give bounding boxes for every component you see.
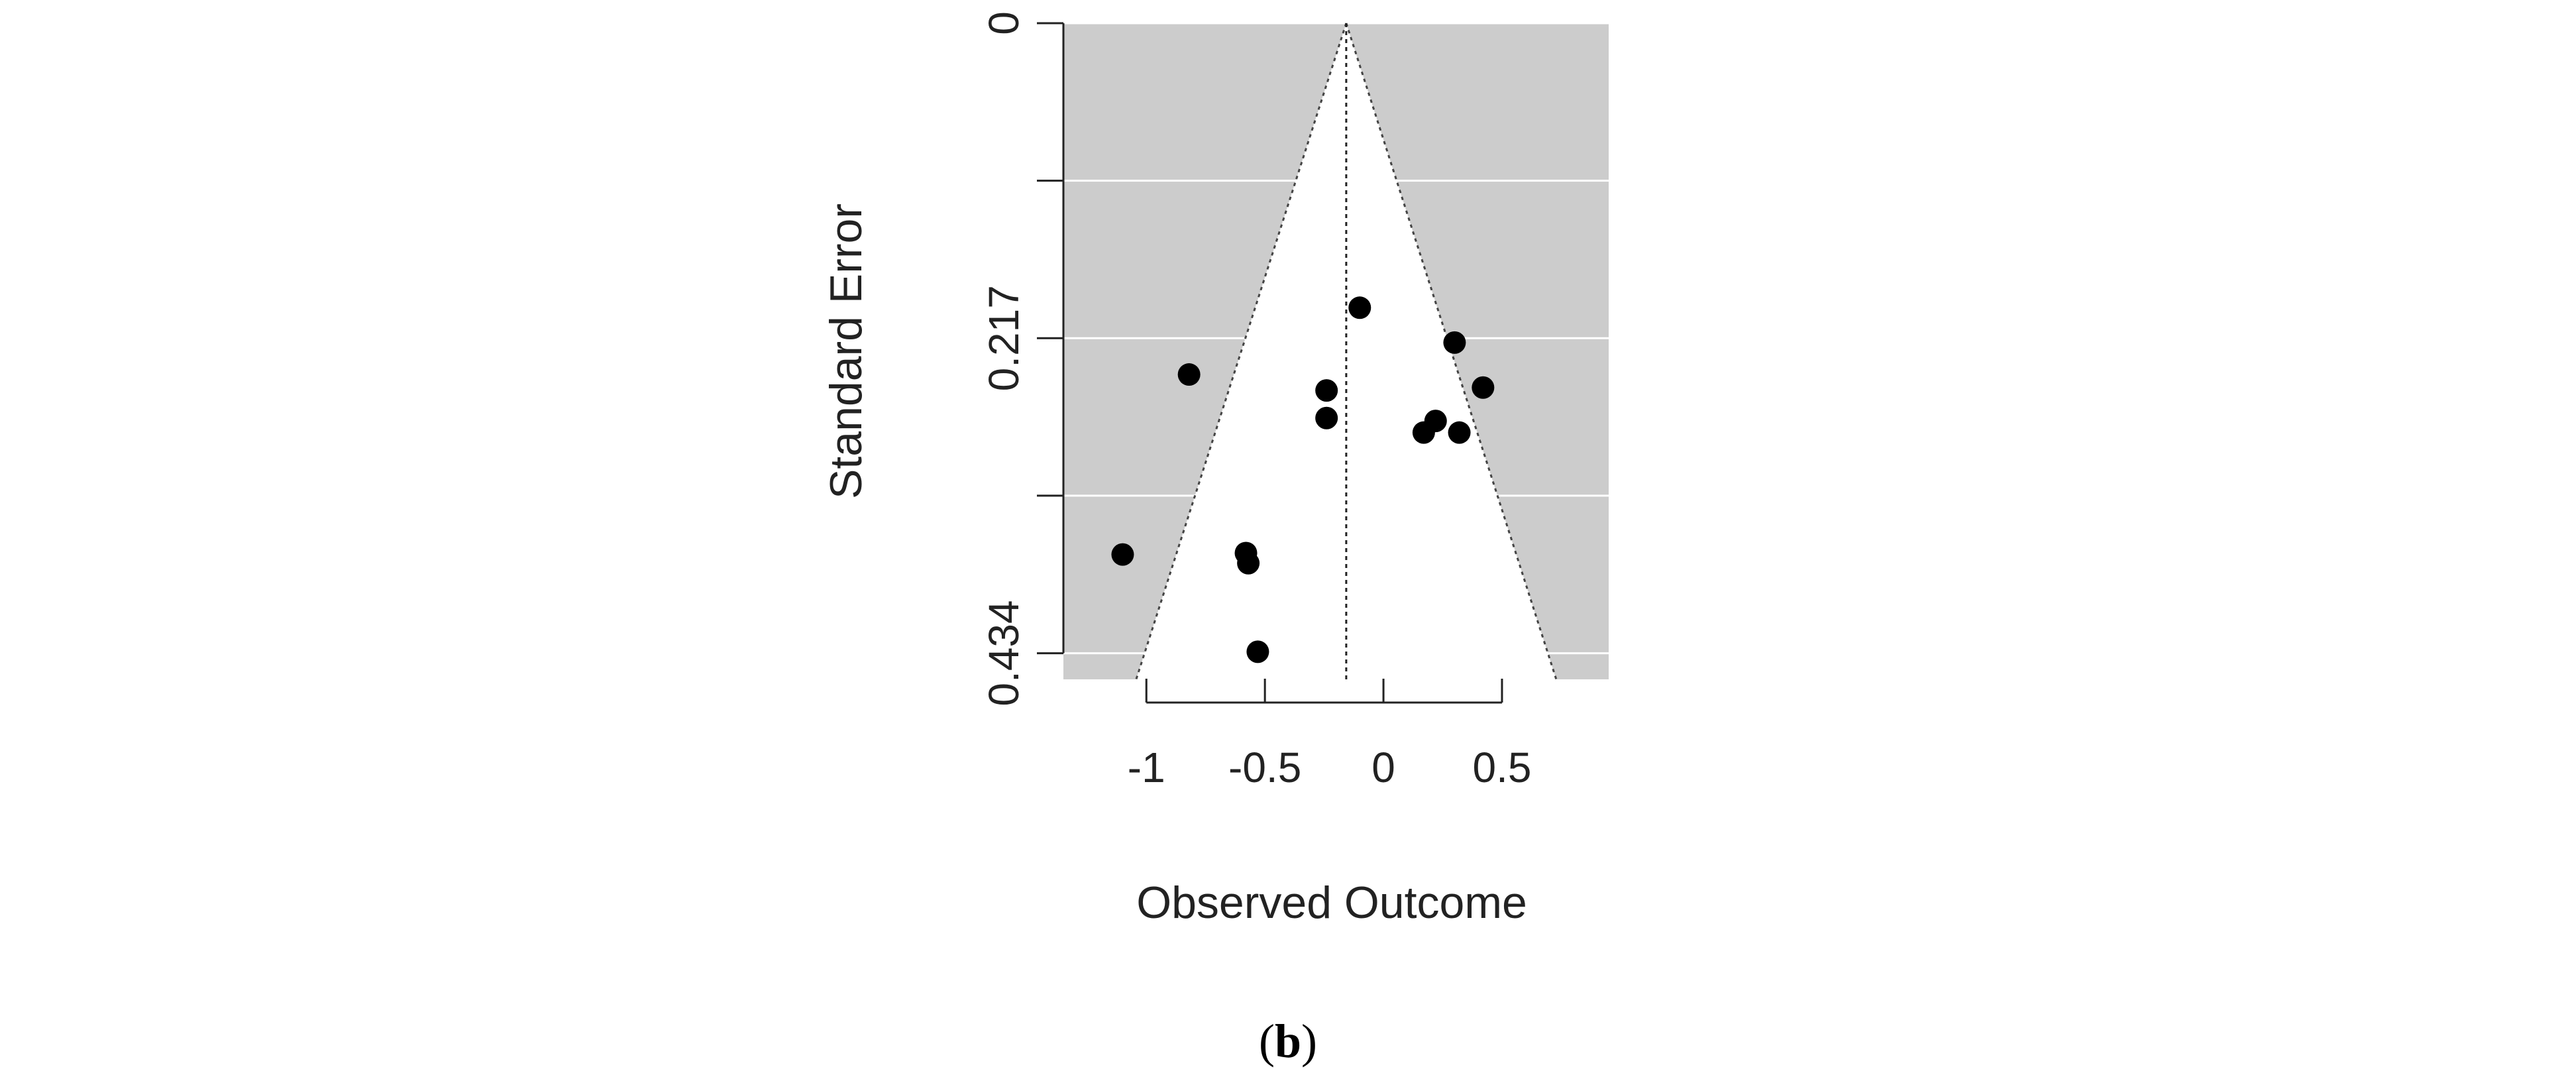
data-point-2 xyxy=(1472,376,1495,399)
y-tick-label-1: 0.217 xyxy=(980,285,1028,391)
axes: 0 0.217 0.434 -1 -0.5 0 0.5 xyxy=(980,11,1531,791)
x-tick-label-0: -1 xyxy=(1128,744,1165,791)
data-point-8 xyxy=(1448,421,1471,444)
data-point-7 xyxy=(1412,421,1435,444)
y-axis-title: Standard Error xyxy=(821,203,871,499)
data-point-5 xyxy=(1315,406,1338,429)
data-point-3 xyxy=(1177,363,1201,386)
x-axis-title: Observed Outcome xyxy=(1136,878,1527,928)
funnel-left-boundary xyxy=(1135,23,1348,680)
figure-caption: (b) xyxy=(1259,1015,1317,1068)
caption-close-paren: ) xyxy=(1301,1015,1317,1068)
x-tick-label-3: 0.5 xyxy=(1472,744,1531,791)
data-point-1 xyxy=(1443,331,1466,354)
caption-open-paren: ( xyxy=(1259,1015,1275,1068)
data-point-11 xyxy=(1237,551,1260,575)
data-points xyxy=(1111,296,1495,663)
data-point-4 xyxy=(1315,379,1338,402)
x-tick-label-1: -0.5 xyxy=(1228,744,1301,791)
caption-letter: b xyxy=(1275,1015,1301,1068)
x-tick-label-2: 0 xyxy=(1371,744,1395,791)
y-tick-label-2: 0.434 xyxy=(980,600,1028,706)
y-tick-label-0: 0 xyxy=(980,11,1028,35)
data-point-12 xyxy=(1246,640,1269,663)
data-point-9 xyxy=(1111,543,1134,566)
data-point-0 xyxy=(1348,296,1371,319)
